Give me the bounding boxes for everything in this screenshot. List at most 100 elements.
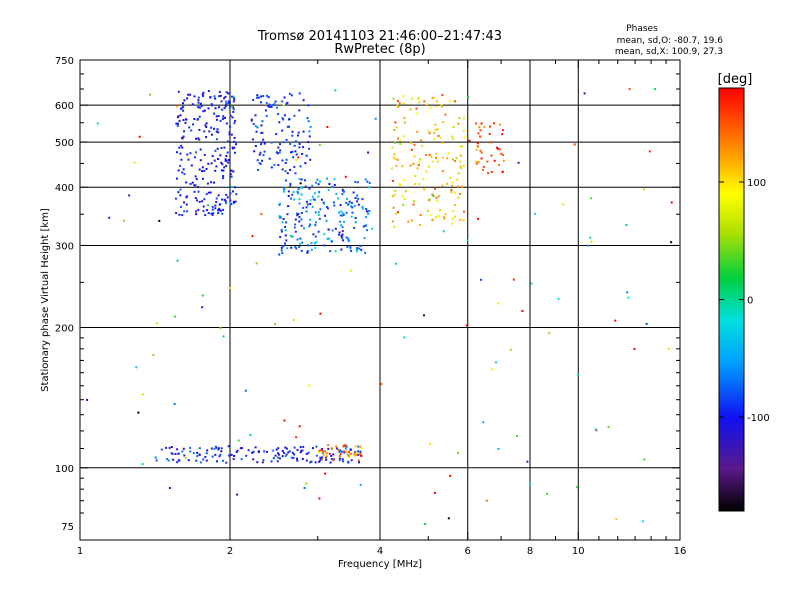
data-point [230,169,233,172]
data-point [305,452,308,455]
data-point [198,453,201,456]
data-point [215,197,218,200]
data-point [391,195,394,198]
data-point [627,296,630,299]
data-point [426,210,429,212]
data-point [298,109,301,112]
data-point [183,173,186,176]
data-point [432,195,435,198]
data-point [291,193,294,196]
data-point [399,143,402,145]
data-point [315,240,318,243]
data-point [349,246,352,249]
data-point [341,188,344,191]
data-point [312,198,315,201]
data-point [329,250,332,253]
data-point [347,203,349,206]
data-point [108,216,111,219]
data-point [227,102,230,105]
data-point [156,322,158,325]
data-point [296,448,299,451]
data-point [297,156,300,159]
data-point [222,175,225,177]
data-point [309,199,312,202]
data-point [187,158,190,161]
data-point [303,227,305,230]
data-point [224,116,226,119]
data-point [225,461,228,464]
data-point [260,143,262,146]
data-point [207,90,210,92]
data-point [300,249,303,252]
data-point [217,209,219,212]
data-point [286,213,289,216]
data-point [215,118,218,121]
data-point [459,165,462,168]
data-point [227,445,230,448]
data-point [217,212,220,215]
data-point [415,107,418,110]
data-point [447,152,450,155]
data-point [215,138,218,141]
data-point [501,153,504,156]
data-point [359,244,362,247]
data-point [254,446,257,449]
data-point [454,100,457,103]
data-point [177,452,180,455]
data-point [380,383,383,385]
data-point [265,115,268,117]
data-point [441,105,444,108]
data-point [309,461,311,464]
data-point [418,183,421,186]
data-point [226,151,229,154]
data-point [615,518,618,521]
data-point [274,454,277,457]
data-point [179,194,182,197]
data-point [354,221,357,224]
data-point [394,189,397,192]
data-point [402,95,405,98]
data-point [300,224,303,227]
data-point [261,120,264,123]
data-point [267,105,270,107]
data-point [358,247,361,250]
data-point [450,189,453,192]
data-point [221,212,224,215]
y-axis-label: Stationary phase Virtual Height [km] [40,208,51,392]
data-point [477,217,479,220]
data-point [214,107,217,110]
data-point [218,91,221,93]
data-point [218,209,221,212]
data-point [197,106,200,109]
data-point [231,116,234,119]
data-point [350,201,353,204]
data-point [349,452,352,455]
data-point [305,206,308,209]
data-point [202,458,205,461]
data-point [299,446,302,449]
data-point [181,146,184,149]
data-point [648,150,651,153]
data-point [482,421,485,424]
data-point [201,166,204,169]
data-point [429,107,432,109]
data-point [297,188,300,191]
data-point [284,446,287,449]
data-point [219,209,222,212]
data-point [289,168,292,171]
data-point [295,153,298,156]
data-point [331,447,334,450]
data-point [232,110,235,113]
data-point [399,139,402,142]
data-point [194,197,197,199]
data-point [310,241,313,244]
x-axis-label: Frequency [MHz] [338,559,422,570]
data-point [353,204,356,207]
data-point [348,450,351,453]
x-tick-label: 1 [77,546,83,557]
data-point [271,104,274,107]
data-point [305,459,308,462]
data-point [460,167,463,169]
data-point [207,107,210,110]
data-point [175,122,178,125]
